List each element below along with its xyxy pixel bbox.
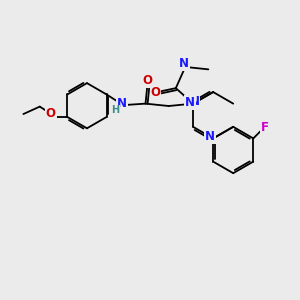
Text: F: F	[261, 121, 268, 134]
Text: O: O	[142, 74, 152, 87]
Text: N: N	[179, 58, 189, 70]
Text: H: H	[111, 106, 119, 116]
Text: N: N	[205, 130, 214, 143]
Text: N: N	[117, 98, 127, 110]
Text: N: N	[190, 95, 200, 108]
Text: O: O	[151, 86, 160, 99]
Text: N: N	[185, 96, 195, 109]
Text: O: O	[46, 107, 56, 120]
